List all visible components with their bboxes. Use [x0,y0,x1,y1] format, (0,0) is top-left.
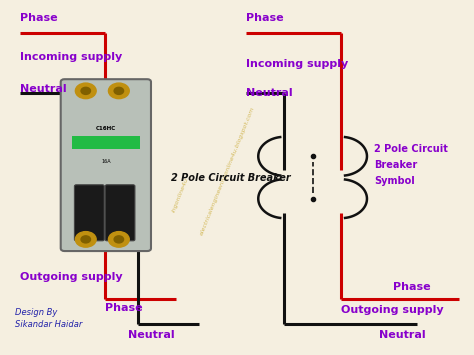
Text: Phase: Phase [19,13,57,23]
Circle shape [114,87,124,94]
Text: Phase: Phase [105,303,142,313]
Text: Neutral: Neutral [246,88,293,98]
FancyBboxPatch shape [61,79,151,251]
Text: Breaker: Breaker [374,160,417,170]
Circle shape [75,83,96,99]
FancyBboxPatch shape [74,185,104,241]
Circle shape [81,87,91,94]
Text: Neutral: Neutral [19,84,66,94]
Bar [72,136,140,148]
Text: Phase: Phase [393,282,430,292]
Text: ingonline4u: ingonline4u [171,177,190,213]
Circle shape [75,231,96,247]
Text: Symbol: Symbol [374,176,415,186]
Text: Incoming supply: Incoming supply [19,52,122,62]
Text: 2 Pole Circuit: 2 Pole Circuit [374,144,448,154]
Text: Incoming supply: Incoming supply [246,59,349,69]
Text: 2 Pole Circuit Breaker: 2 Pole Circuit Breaker [171,173,291,182]
Text: http://el: http://el [98,147,112,172]
Text: Neutral: Neutral [128,330,175,340]
Circle shape [81,236,91,243]
Text: 16A: 16A [101,159,110,164]
Circle shape [109,83,129,99]
FancyBboxPatch shape [105,185,135,241]
Text: Design By
Sikandar Haidar: Design By Sikandar Haidar [15,308,82,329]
Text: Outgoing supply: Outgoing supply [19,272,122,282]
Circle shape [109,231,129,247]
Text: C16HC: C16HC [96,126,116,131]
Text: Outgoing supply: Outgoing supply [341,305,444,315]
Circle shape [114,236,124,243]
Text: Phase: Phase [246,13,284,23]
Text: Neutral: Neutral [379,330,425,340]
Text: electricalengineeringonline4u.blogspot.com: electricalengineeringonline4u.blogspot.c… [199,105,256,235]
